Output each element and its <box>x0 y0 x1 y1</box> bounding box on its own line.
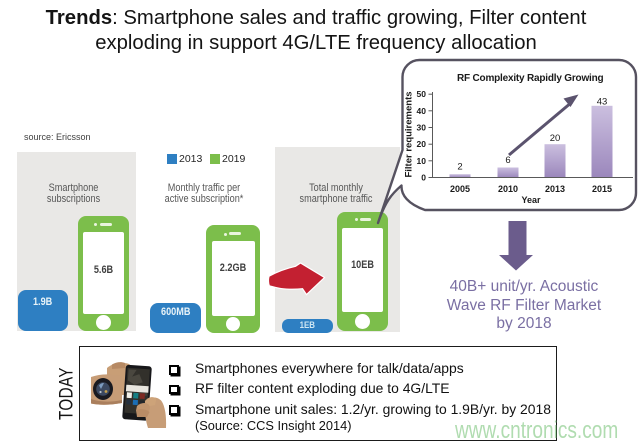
svg-text:6: 6 <box>505 155 510 166</box>
svg-text:10: 10 <box>417 156 427 166</box>
svg-text:20: 20 <box>417 139 427 149</box>
svg-text:20: 20 <box>550 133 561 144</box>
svg-text:2005: 2005 <box>450 184 470 194</box>
svg-text:50: 50 <box>417 89 427 99</box>
svg-text:2015: 2015 <box>592 184 612 194</box>
svg-text:43: 43 <box>597 97 608 108</box>
svg-text:0: 0 <box>421 173 426 183</box>
svg-text:40: 40 <box>417 106 427 116</box>
svg-text:2: 2 <box>457 162 462 173</box>
svg-text:2013: 2013 <box>545 184 565 194</box>
svg-text:30: 30 <box>417 123 427 133</box>
svg-text:Year: Year <box>521 195 541 205</box>
svg-text:2010: 2010 <box>498 184 518 194</box>
